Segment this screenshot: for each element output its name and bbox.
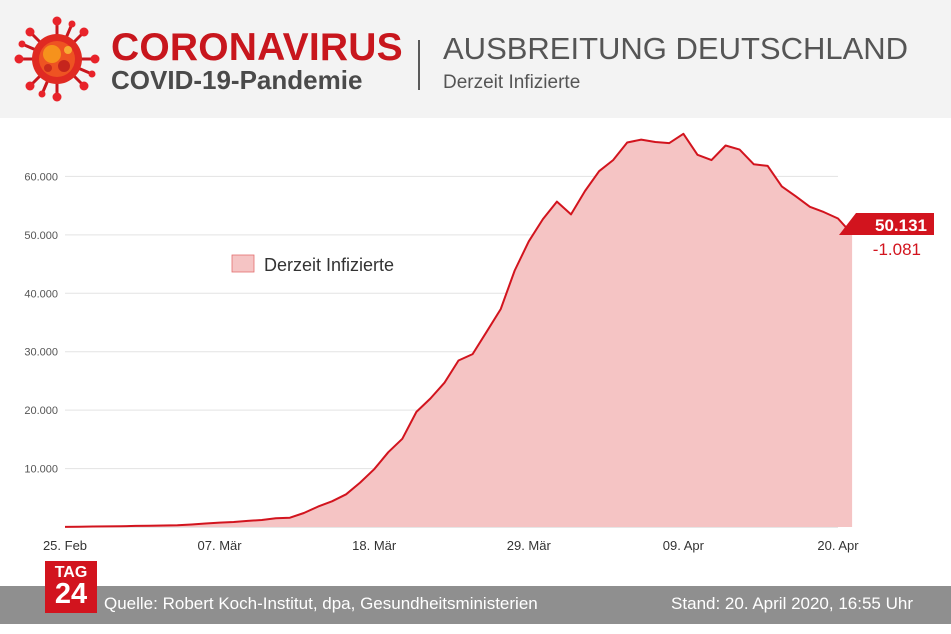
- x-tick-label: 29. Mär: [507, 538, 552, 553]
- y-tick-label: 50.000: [24, 230, 58, 242]
- y-tick-label: 40.000: [24, 288, 58, 300]
- last-value-badge: [839, 213, 934, 235]
- y-tick-label: 10.000: [24, 464, 58, 476]
- series-area: [64, 132, 853, 528]
- last-value-annotation: 50.131 -1.081: [839, 213, 934, 259]
- y-tick-label: 30.000: [24, 347, 58, 359]
- series-fill: [65, 133, 853, 528]
- x-tick-label: 20. Apr: [817, 538, 859, 553]
- series-line: [64, 132, 853, 528]
- legend-label: Derzeit Infizierte: [264, 255, 394, 275]
- chart: 10.000 20.000 30.000 40.000 50.000 60.000 25. …: [24, 132, 934, 553]
- logo-text-top: TAG: [54, 564, 88, 581]
- y-tick-label: 60.000: [24, 171, 58, 183]
- header: CORONAVIRUS COVID-19-Pandemie AUSBREITUN…: [0, 0, 951, 118]
- legend: Derzeit Infizierte: [231, 254, 394, 275]
- x-tick-label: 18. Mär: [352, 538, 397, 553]
- chart-title: AUSBREITUNG DEUTSCHLAND: [443, 31, 909, 66]
- brand-title: CORONAVIRUS: [111, 26, 403, 69]
- brand-subtitle: COVID-19-Pandemie: [111, 65, 363, 95]
- logo-text-bottom: 24: [54, 578, 88, 610]
- legend-swatch: [231, 254, 255, 273]
- x-tick-label: 25. Feb: [43, 538, 87, 553]
- virus-icon: [14, 16, 100, 102]
- source-text: Quelle: Robert Koch-Institut, dpa, Gesun…: [104, 594, 538, 613]
- tag24-logo: TAG 24: [45, 561, 97, 613]
- x-tick-label: 09. Apr: [663, 538, 705, 553]
- x-tick-label: 07. Mär: [198, 538, 243, 553]
- last-value: 50.131: [875, 216, 927, 235]
- last-value-change: -1.081: [873, 240, 921, 259]
- grid: 10.000 20.000 30.000 40.000 50.000 60.000 25. …: [24, 171, 859, 553]
- chart-subtitle: Derzeit Infizierte: [443, 72, 581, 93]
- footer: [0, 586, 951, 624]
- y-tick-label: 20.000: [24, 405, 58, 417]
- header-divider: [418, 40, 420, 90]
- updated-text: Stand: 20. April 2020, 16:55 Uhr: [671, 594, 913, 613]
